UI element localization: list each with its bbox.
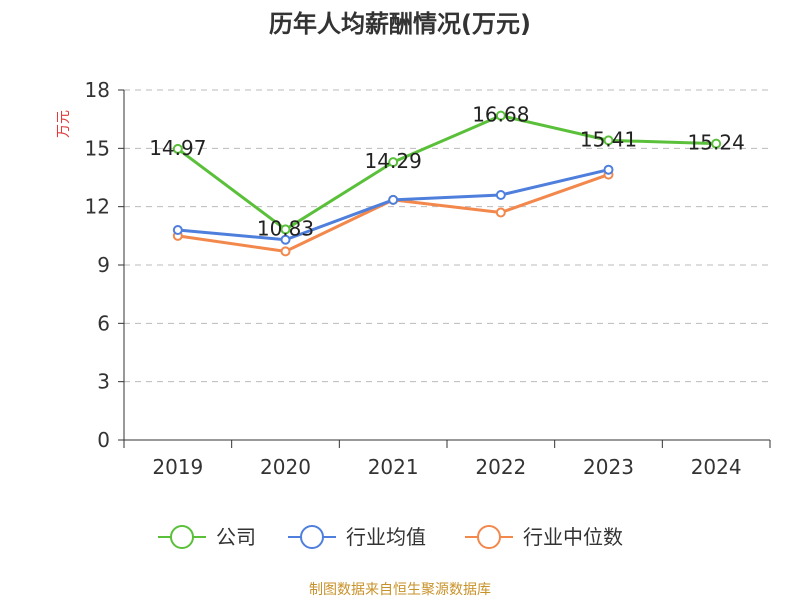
- y-axis-ticks: 0 3 6 9 12 15 18: [85, 78, 124, 452]
- y-tick-label: 9: [97, 253, 110, 277]
- data-label: 15.41: [580, 127, 637, 151]
- x-tick-label: 2021: [368, 455, 419, 479]
- data-label: 10.83: [257, 216, 314, 240]
- y-axis-label: 万元: [56, 110, 72, 138]
- data-point: [280, 234, 291, 245]
- legend-label: 行业均值: [346, 525, 426, 549]
- data-point: [172, 143, 183, 154]
- data-point: [495, 190, 506, 200]
- x-tick-label: 2020: [260, 455, 311, 479]
- x-tick-label: 2023: [583, 455, 634, 479]
- data-label: 16.68: [472, 103, 529, 127]
- legend-marker: [300, 525, 324, 549]
- series-group: [172, 110, 722, 257]
- y-tick-label: 0: [97, 428, 110, 452]
- y-tick-label: 3: [97, 370, 110, 394]
- legend: 公司 行业均值 行业中位数: [158, 525, 623, 549]
- legend-label: 公司: [216, 525, 256, 549]
- data-point: [280, 224, 291, 235]
- data-point: [280, 246, 291, 257]
- x-tick-label: 2019: [152, 455, 203, 479]
- data-label: 14.29: [365, 149, 422, 173]
- data-point: [495, 207, 506, 218]
- y-tick-label: 18: [85, 78, 110, 102]
- x-axis-ticks: 2019 2020 2021 2022 2023 2024: [123, 440, 771, 479]
- data-label: 15.24: [688, 131, 745, 155]
- data-point: [172, 225, 183, 235]
- y-tick-label: 6: [97, 311, 110, 335]
- legend-marker: [477, 525, 501, 549]
- grid-lines: [124, 89, 770, 383]
- data-point: [495, 110, 506, 121]
- data-point: [603, 164, 614, 175]
- x-tick-label: 2024: [691, 455, 742, 479]
- legend-marker: [170, 525, 194, 549]
- series-line: [176, 114, 717, 231]
- y-tick-label: 15: [85, 136, 110, 160]
- source-note: 制图数据来自恒生聚源数据库: [309, 582, 491, 598]
- data-labels: 14.97 10.83 14.29 16.68 15.41 15.24: [149, 103, 745, 241]
- chart-title: 历年人均薪酬情况(万元): [269, 10, 531, 38]
- data-point: [603, 135, 614, 146]
- data-point: [388, 157, 399, 168]
- data-label: 14.97: [149, 136, 206, 160]
- data-point: [711, 138, 722, 149]
- legend-label: 行业中位数: [523, 525, 623, 549]
- data-point: [388, 194, 399, 205]
- x-tick-label: 2022: [475, 455, 526, 479]
- y-tick-label: 12: [85, 195, 110, 219]
